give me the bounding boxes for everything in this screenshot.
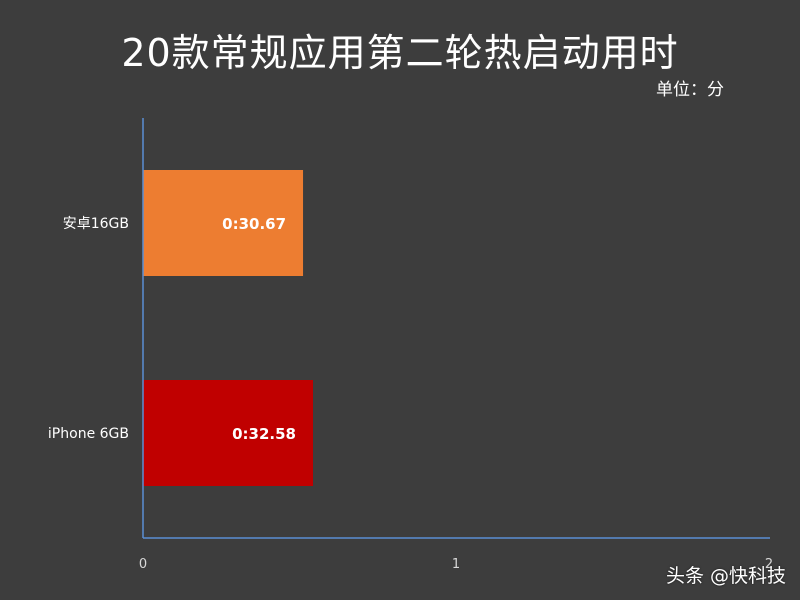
chart-title: 20款常规应用第二轮热启动用时 (121, 31, 679, 75)
bar-1 (143, 380, 313, 486)
x-tick-label-2: 2 (765, 557, 773, 572)
bar-value-label-1: 0:32.58 (232, 425, 296, 443)
x-tick-label-1: 1 (452, 557, 460, 572)
bar-value-label-0: 0:30.67 (222, 215, 286, 233)
category-label-1: iPhone 6GB (48, 426, 129, 442)
watermark: 头条 @快科技 (665, 565, 786, 587)
category-label-0: 安卓16GB (63, 216, 129, 232)
bar-0 (143, 170, 304, 276)
x-tick-label-0: 0 (139, 557, 147, 572)
unit-label: 单位：分 (656, 80, 724, 100)
